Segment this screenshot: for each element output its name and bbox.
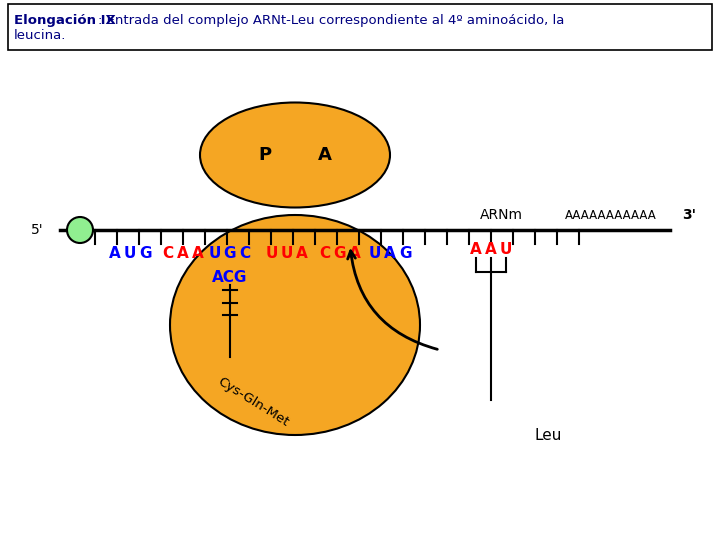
Text: Leu: Leu (535, 428, 562, 442)
Text: C: C (163, 246, 174, 261)
Text: C: C (320, 246, 330, 261)
Text: 3': 3' (682, 208, 696, 222)
Text: U: U (500, 242, 512, 258)
Text: ACG: ACG (212, 269, 248, 285)
Ellipse shape (200, 103, 390, 207)
Text: A: A (109, 246, 121, 261)
Text: P: P (258, 146, 271, 164)
Text: 5': 5' (32, 223, 44, 237)
Text: G: G (399, 246, 411, 261)
Text: Cys-Gln-Met: Cys-Gln-Met (215, 375, 291, 429)
Text: U: U (266, 246, 278, 261)
FancyBboxPatch shape (8, 4, 712, 50)
Text: : Entrada del complejo ARNt-Leu correspondiente al 4º aminoácido, la: : Entrada del complejo ARNt-Leu correspo… (98, 14, 564, 27)
Text: U: U (281, 246, 293, 261)
Text: A: A (485, 242, 497, 258)
Text: A: A (384, 246, 396, 261)
Text: AAAAAAAAAAA: AAAAAAAAAAA (565, 209, 657, 222)
Text: U: U (209, 246, 221, 261)
Text: U: U (369, 246, 381, 261)
Text: G: G (139, 246, 151, 261)
Text: A: A (318, 146, 332, 164)
Ellipse shape (170, 215, 420, 435)
Circle shape (67, 217, 93, 243)
Text: A: A (192, 246, 204, 261)
Text: G: G (334, 246, 346, 261)
Text: A: A (177, 246, 189, 261)
Text: G: G (224, 246, 236, 261)
Text: Elongación IX: Elongación IX (14, 14, 116, 27)
Text: A: A (296, 246, 308, 261)
Text: leucina.: leucina. (14, 29, 66, 42)
Text: C: C (240, 246, 251, 261)
Text: ARNm: ARNm (480, 208, 523, 222)
Text: A: A (470, 242, 482, 258)
Text: U: U (124, 246, 136, 261)
FancyArrowPatch shape (348, 251, 437, 349)
Text: A: A (349, 246, 361, 261)
